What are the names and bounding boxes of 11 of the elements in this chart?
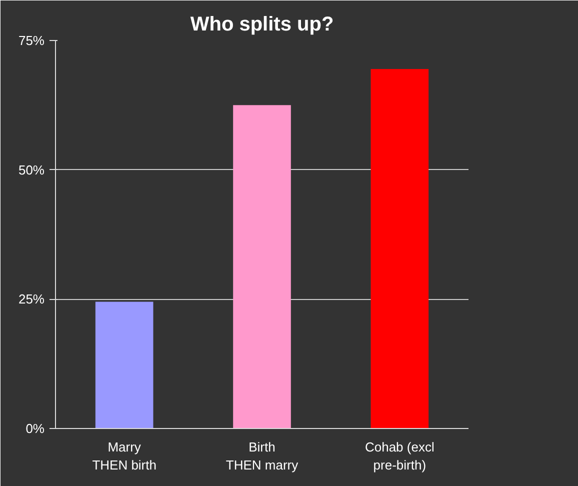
y-tick-label: 25% [18, 292, 45, 307]
y-tick-label: 50% [18, 162, 45, 178]
bar [233, 105, 291, 428]
y-tick-label: 75% [18, 33, 45, 48]
y-tick-label: 0% [26, 421, 45, 436]
x-tick-label: Marry THEN birth [92, 440, 156, 472]
chart-title: Who splits up? [190, 14, 334, 36]
x-tick-label: Birth THEN marry [226, 440, 299, 472]
x-tick-label: Cohab (excl pre-birth) [364, 440, 434, 472]
bar [370, 68, 429, 428]
bar [95, 302, 154, 428]
